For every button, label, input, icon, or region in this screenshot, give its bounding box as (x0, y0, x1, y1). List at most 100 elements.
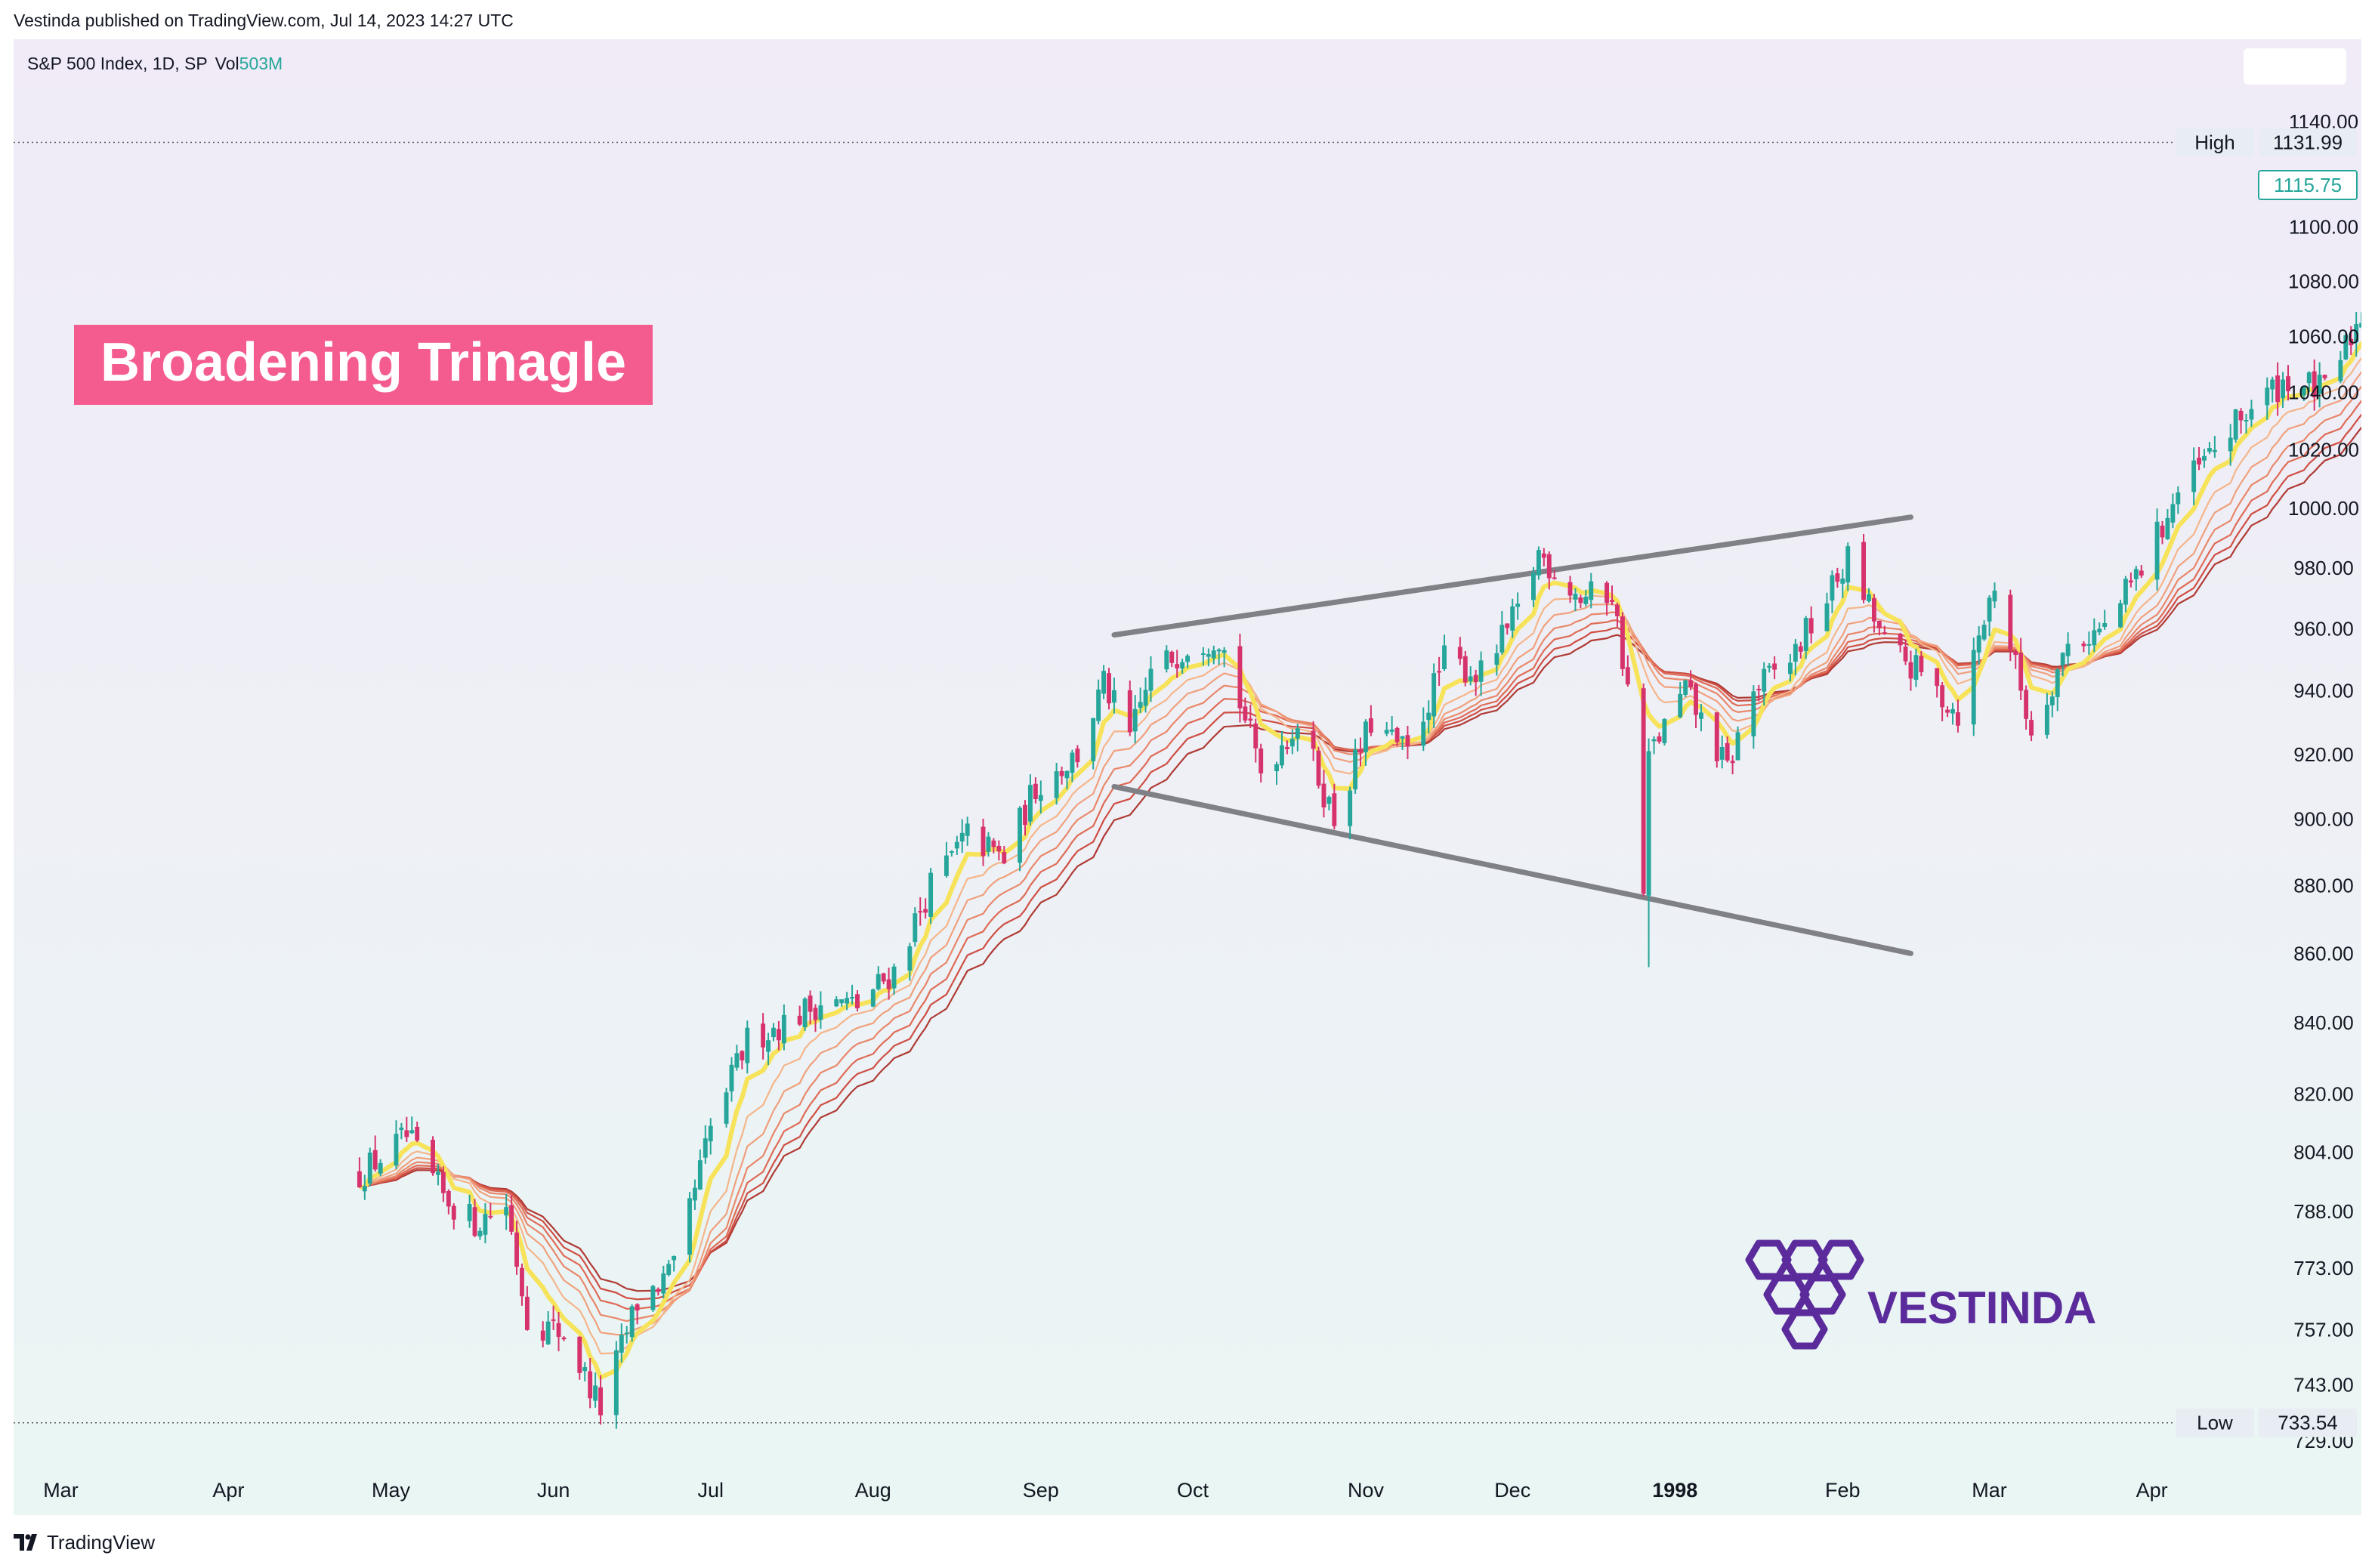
candle-body (1955, 711, 1960, 726)
candle-body (1615, 604, 1620, 616)
candle-body (1903, 647, 1908, 662)
price-axis[interactable]: 1140.001100.001080.001060.001040.001020.… (2176, 110, 2359, 1452)
candle (431, 1136, 435, 1176)
chart-area[interactable]: S&P 500 Index, 1D, SP Vol503M Broadening … (14, 39, 2375, 1515)
annotation-text: Broadening Trinagle (100, 332, 626, 393)
candle-body (1567, 582, 1573, 596)
candlestick-chart[interactable]: S&P 500 Index, 1D, SP Vol503M Broadening … (14, 39, 2375, 1515)
candle-body (1353, 749, 1358, 790)
candle (1615, 602, 1620, 627)
candle (781, 1004, 786, 1051)
candle (2055, 668, 2060, 711)
candle-body (1442, 645, 1447, 669)
candle-body (724, 1092, 729, 1124)
candle-body (1421, 721, 1426, 746)
candle (551, 1305, 556, 1331)
candle (524, 1286, 530, 1331)
candle-body (1824, 603, 1830, 631)
candle (2343, 331, 2349, 361)
candle (1064, 770, 1070, 790)
candle-body (1132, 708, 1138, 732)
candle (1442, 634, 1447, 671)
candle-body (1038, 795, 1043, 801)
candle-body (808, 995, 813, 1012)
candle (1903, 639, 1908, 665)
candle (1898, 632, 1903, 653)
candle (1353, 739, 1358, 795)
candle (440, 1166, 446, 1202)
candle (467, 1194, 472, 1228)
candle (771, 1023, 776, 1042)
candle-body (551, 1319, 556, 1321)
candle (745, 1020, 750, 1074)
candle (404, 1116, 409, 1143)
candle-body (766, 1040, 771, 1052)
candle-body (577, 1336, 582, 1373)
candle (488, 1202, 493, 1220)
candle-body (981, 826, 986, 857)
candle-body (2286, 376, 2290, 391)
candle (1694, 682, 1698, 728)
candle-body (740, 1051, 745, 1060)
plot-background (14, 39, 2361, 1515)
candle (1573, 588, 1578, 612)
candle (1070, 749, 1075, 782)
candle-body (2018, 652, 2024, 691)
candle-body (672, 1255, 677, 1261)
candle-body (1835, 573, 1840, 582)
candle-body (2354, 324, 2359, 343)
price-tick-label: 860.00 (2293, 942, 2354, 965)
candle (2349, 326, 2354, 355)
candle-body (891, 966, 897, 989)
candle (1405, 725, 1410, 760)
candle-body (991, 840, 996, 847)
candle-body (1688, 680, 1694, 687)
settings-button[interactable] (2244, 48, 2346, 85)
candle (1462, 650, 1468, 687)
candle (1767, 662, 1772, 673)
candle-body (2029, 720, 2034, 736)
candle-body (1206, 654, 1211, 657)
candle (870, 988, 876, 1008)
candle (656, 1287, 661, 1296)
candle-body (2097, 628, 2102, 633)
candle (2265, 377, 2270, 420)
time-axis[interactable]: Mar Apr May Jun Jul Aug Sep Oct Nov Dec 1998 Feb Mar… (43, 1479, 2167, 1502)
candle (1772, 656, 1777, 680)
candle (545, 1310, 551, 1345)
candle-body (1096, 689, 1101, 721)
candle-body (1394, 727, 1400, 742)
candle (986, 832, 991, 857)
time-tick-label: Mar (43, 1479, 79, 1502)
candle-body (1211, 650, 1216, 659)
candle-body (1840, 579, 1845, 584)
candle-body (2123, 579, 2128, 605)
price-tick-label: 840.00 (2293, 1011, 2354, 1034)
candle (509, 1195, 514, 1235)
candle (981, 818, 986, 866)
high-marker: 1131.99 High (2176, 128, 2357, 157)
candle-body (1945, 709, 1950, 713)
candle-body (1604, 582, 1610, 603)
candle (2092, 618, 2097, 653)
time-tick-label: Sep (1023, 1479, 1059, 1502)
candle-body (1321, 783, 1326, 807)
high-tag (2176, 128, 2254, 157)
candle-body (488, 1215, 493, 1218)
candle-body (1384, 730, 1389, 734)
candle-body (1400, 736, 1405, 739)
candle (1913, 648, 1919, 687)
candle-body (1091, 718, 1096, 761)
candle (1641, 683, 1646, 897)
tradingview-logo[interactable]: TradingView (14, 1529, 155, 1556)
candle-body (2244, 420, 2249, 422)
candle (1321, 770, 1326, 818)
candle (1662, 718, 1667, 746)
candle-body (2086, 644, 2092, 646)
candle-body (650, 1286, 656, 1310)
time-tick-label: Jun (537, 1479, 570, 1502)
time-tick-label: Nov (1348, 1479, 1385, 1502)
candle-body (1552, 577, 1557, 579)
candle-body (1107, 673, 1111, 704)
candle (372, 1135, 378, 1172)
